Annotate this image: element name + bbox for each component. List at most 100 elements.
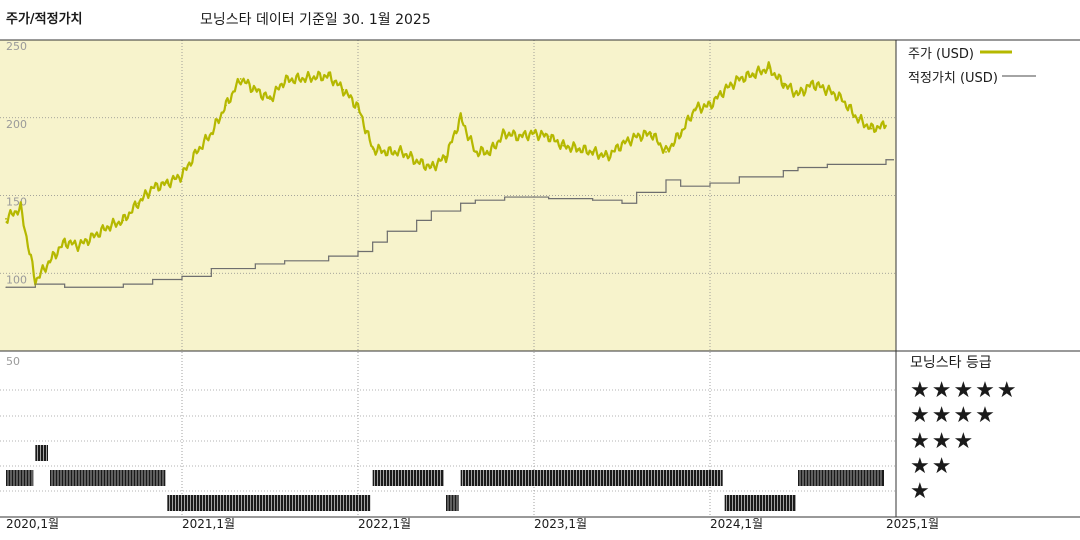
fair-value-point [152, 278, 154, 281]
price-point [107, 225, 110, 228]
price-point [547, 135, 550, 138]
price-point [283, 79, 286, 82]
price-point [503, 132, 506, 135]
fair-value-point [460, 202, 462, 204]
rating-1-star: ★ [910, 479, 932, 504]
legend-price: 주가 (USD) [908, 40, 1080, 64]
price-point [269, 98, 271, 100]
fair-value-point [181, 275, 183, 277]
fair-value-point [357, 250, 359, 253]
fair-value-point [416, 219, 418, 221]
fair-value-point [386, 230, 388, 232]
fair-value-point [122, 283, 124, 285]
price-point [797, 93, 799, 96]
fair-value-point [504, 196, 506, 198]
price-point [591, 151, 594, 153]
legend: 주가 (USD) 적정가치 (USD) [908, 40, 1080, 88]
price-point [665, 151, 667, 153]
fair-value-point [430, 210, 432, 212]
fair-value-point [885, 159, 887, 161]
rating-5-stars: ★★★★★ [910, 378, 1019, 403]
x-tick-label: 2020,1월 [6, 517, 59, 531]
price-point [401, 151, 403, 153]
price-point [767, 67, 770, 69]
price-point [533, 132, 535, 135]
price-point [577, 147, 579, 150]
page-title: 주가/적정가치 [6, 12, 83, 27]
price-point [459, 116, 462, 119]
fair-value-point [709, 182, 711, 184]
fair-value-point [826, 163, 828, 165]
price-point [93, 235, 95, 237]
fair-value-point [621, 202, 623, 204]
price-point [489, 151, 491, 153]
price-point [635, 135, 638, 138]
rating-bar [798, 470, 884, 486]
price-point [195, 151, 198, 153]
rating-bar [6, 470, 34, 486]
price-point [606, 155, 609, 158]
price-point [621, 143, 623, 146]
fair-value-point [548, 198, 550, 200]
x-tick-label: 2021,1월 [182, 517, 235, 531]
price-point [562, 144, 565, 147]
price-point [694, 107, 697, 110]
fair-value-point [210, 267, 212, 270]
x-tick-label: 2023,1월 [534, 517, 587, 531]
price-point [225, 104, 227, 107]
rating-heading: 모닝스타 등급 [910, 355, 992, 371]
x-tick-label: 2022,1월 [358, 517, 411, 531]
price-point [78, 244, 81, 247]
fair-value-point [782, 170, 784, 172]
price-y-tick-label: 200 [6, 118, 27, 131]
price-point [723, 88, 726, 91]
price-point [474, 151, 477, 153]
price-point [650, 132, 653, 135]
price-point [254, 88, 257, 91]
rating-2-stars: ★★ [910, 454, 954, 479]
price-point [811, 82, 814, 85]
x-tick-label: 2025,1월 [886, 517, 939, 531]
price-y-tick-label: 100 [6, 273, 27, 286]
price-point [210, 132, 213, 135]
price-point [415, 160, 418, 163]
fair-value-point [680, 185, 682, 187]
fair-value-point [738, 176, 740, 178]
price-point [49, 259, 51, 262]
price-point [870, 127, 873, 130]
price-point [342, 88, 345, 91]
price-point [166, 182, 169, 184]
legend-price-swatch [979, 50, 1012, 54]
price-point [753, 73, 755, 76]
price-point [826, 88, 829, 91]
price-point [518, 135, 521, 138]
legend-fair-value-swatch [1001, 75, 1036, 77]
price-panel: 250 200 150 100 [0, 39, 1080, 518]
fair-value-point [474, 199, 476, 201]
price-point [298, 77, 301, 80]
price-point [430, 166, 433, 169]
price-point [885, 124, 887, 127]
fair-value-point [797, 166, 799, 169]
price-point [5, 217, 7, 220]
rating-y-tick-label: 50 [6, 355, 20, 368]
x-tick-label: 2024,1월 [710, 517, 763, 531]
fair-value-point [328, 255, 330, 257]
price-point [313, 76, 315, 79]
fair-value-point [254, 263, 256, 265]
fair-value-point [34, 283, 36, 285]
price-point [357, 105, 359, 108]
legend-price-label: 주가 (USD) [908, 46, 974, 62]
rating-bar [372, 470, 444, 486]
price-point [151, 186, 154, 189]
price-point [327, 74, 330, 77]
rating-bar [446, 495, 459, 511]
price-point [386, 151, 389, 153]
rating-bar [167, 495, 371, 511]
price-point [181, 174, 183, 177]
price-point [371, 147, 374, 150]
price-point [855, 116, 858, 119]
price-y-tick-label: 250 [6, 40, 27, 53]
price-point [709, 104, 711, 107]
